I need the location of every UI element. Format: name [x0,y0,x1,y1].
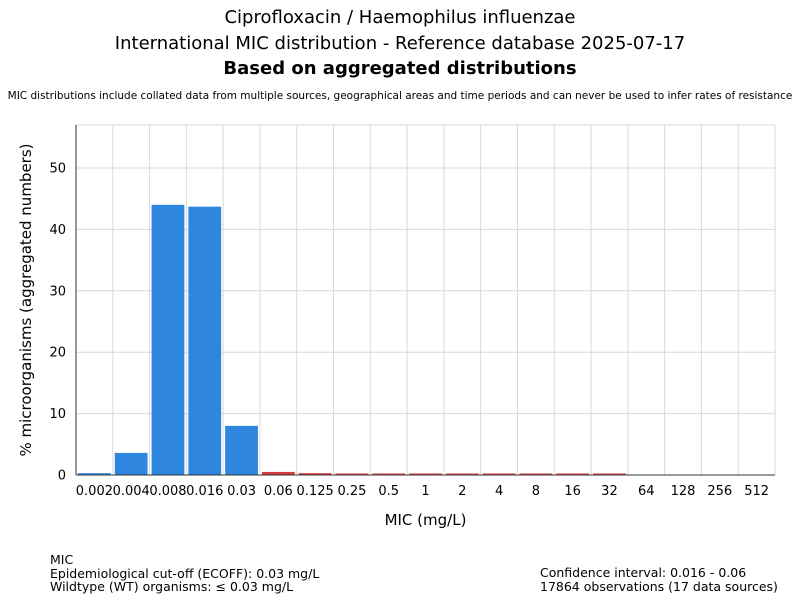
x-tick-label: 128 [671,484,696,499]
bar [335,473,369,475]
y-tick-label: 10 [49,407,66,422]
y-tick-label: 30 [49,284,66,299]
bar [519,473,553,475]
bar [114,452,148,475]
footer-confidence-interval: Confidence interval: 0.016 - 0.06 [540,565,747,580]
x-tick-label: 0.004 [113,484,150,499]
x-tick-label: 1 [421,484,429,499]
bar [372,473,406,475]
y-tick-label: 0 [58,469,66,484]
x-tick-label: 256 [707,484,732,499]
chart-subtitle: MIC distributions include collated data … [7,90,793,102]
x-tick-label: 0.016 [186,484,223,499]
bar [482,473,516,475]
bar [225,425,258,475]
chart-title-line-2: International MIC distribution - Referen… [114,33,686,54]
x-tick-label: 0.002 [76,484,113,499]
x-tick-label: 32 [601,484,618,499]
footer-observations: 17864 observations (17 data sources) [540,578,778,594]
x-tick-label: 64 [638,484,655,499]
x-tick-label: 2 [458,484,466,499]
y-axis-label: % microorganisms (aggregated numbers) [17,143,35,456]
x-tick-label: 8 [532,484,540,499]
chart-title-line-3: Based on aggregated distributions [223,58,577,79]
bar [188,206,222,475]
x-tick-label: 0.5 [378,484,399,499]
bar [261,471,295,475]
footer-mic-label: MIC [50,552,74,567]
bar [445,473,479,475]
bar [409,473,442,475]
y-tick-label: 20 [49,346,66,361]
bar [556,473,590,475]
y-tick-label: 50 [49,161,66,176]
x-tick-label: 4 [495,484,503,499]
y-tick-label: 40 [49,223,66,238]
bar [151,204,185,475]
x-tick-label: 0.008 [149,484,186,499]
bar [298,473,332,475]
chart-title-line-1: Ciprofloxacin / Haemophilus influenzae [224,7,576,28]
x-tick-label: 0.03 [227,484,256,499]
x-tick-label: 512 [744,484,769,499]
footer-wildtype: Wildtype (WT) organisms: ≤ 0.03 mg/L [50,579,294,594]
x-axis-label: MIC (mg/L) [385,511,467,529]
bar [593,473,626,475]
footer-left: MIC Epidemiological cut-off (ECOFF): 0.0… [50,553,319,594]
x-tick-label: 16 [564,484,581,499]
bar [78,473,111,475]
x-tick-label: 0.25 [337,484,366,499]
x-tick-label: 0.125 [297,484,334,499]
footer-right: Confidence interval: 0.016 - 0.06 17864 … [540,566,778,593]
x-tick-label: 0.06 [264,484,293,499]
footer-ecoff: Epidemiological cut-off (ECOFF): 0.03 mg… [50,565,320,581]
